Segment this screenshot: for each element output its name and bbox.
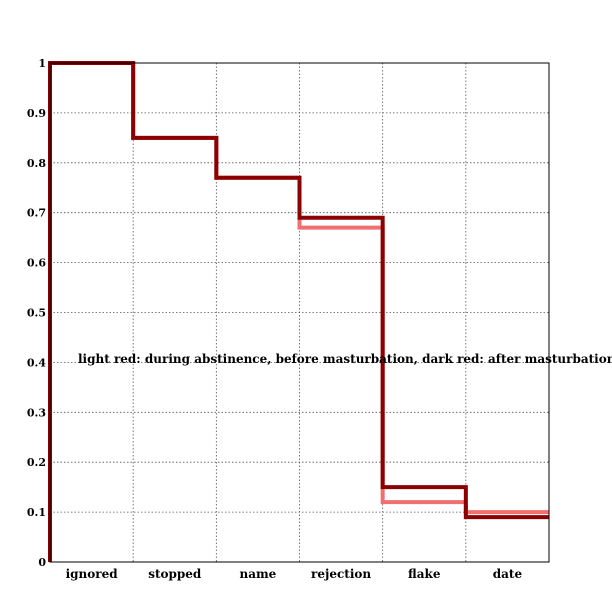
- y-tick-label: 1: [38, 57, 46, 70]
- x-category-label: ignored: [66, 567, 119, 581]
- y-tick-label: 0: [38, 556, 46, 569]
- plot-frame: [49, 62, 550, 563]
- y-tick-labels: 0 0.1 0.2 0.3 0.4 0.5 0.6 0.7 0.8 0.9 1: [27, 57, 46, 569]
- y-tick-label: 0.2: [27, 456, 46, 469]
- y-tick-label: 0.7: [27, 207, 46, 220]
- grid-lines: [50, 63, 549, 562]
- x-category-label: name: [239, 567, 276, 581]
- x-category-label: date: [493, 567, 523, 581]
- y-tick-label: 0.3: [27, 406, 46, 419]
- x-category-label: rejection: [311, 567, 371, 581]
- y-tick-label: 0.8: [27, 157, 46, 170]
- y-tick-label: 0.4: [27, 356, 46, 369]
- y-tick-label: 0.6: [27, 257, 46, 270]
- x-category-labels: ignored stopped name rejection flake date: [66, 567, 523, 581]
- y-tick-label: 0.9: [27, 107, 46, 120]
- y-tick-label: 0.1: [27, 506, 46, 519]
- x-category-label: stopped: [148, 567, 202, 581]
- y-tick-label: 0.5: [27, 307, 46, 320]
- legend-annotation: light red: during abstinence, before mas…: [78, 352, 612, 366]
- x-category-label: flake: [408, 567, 441, 581]
